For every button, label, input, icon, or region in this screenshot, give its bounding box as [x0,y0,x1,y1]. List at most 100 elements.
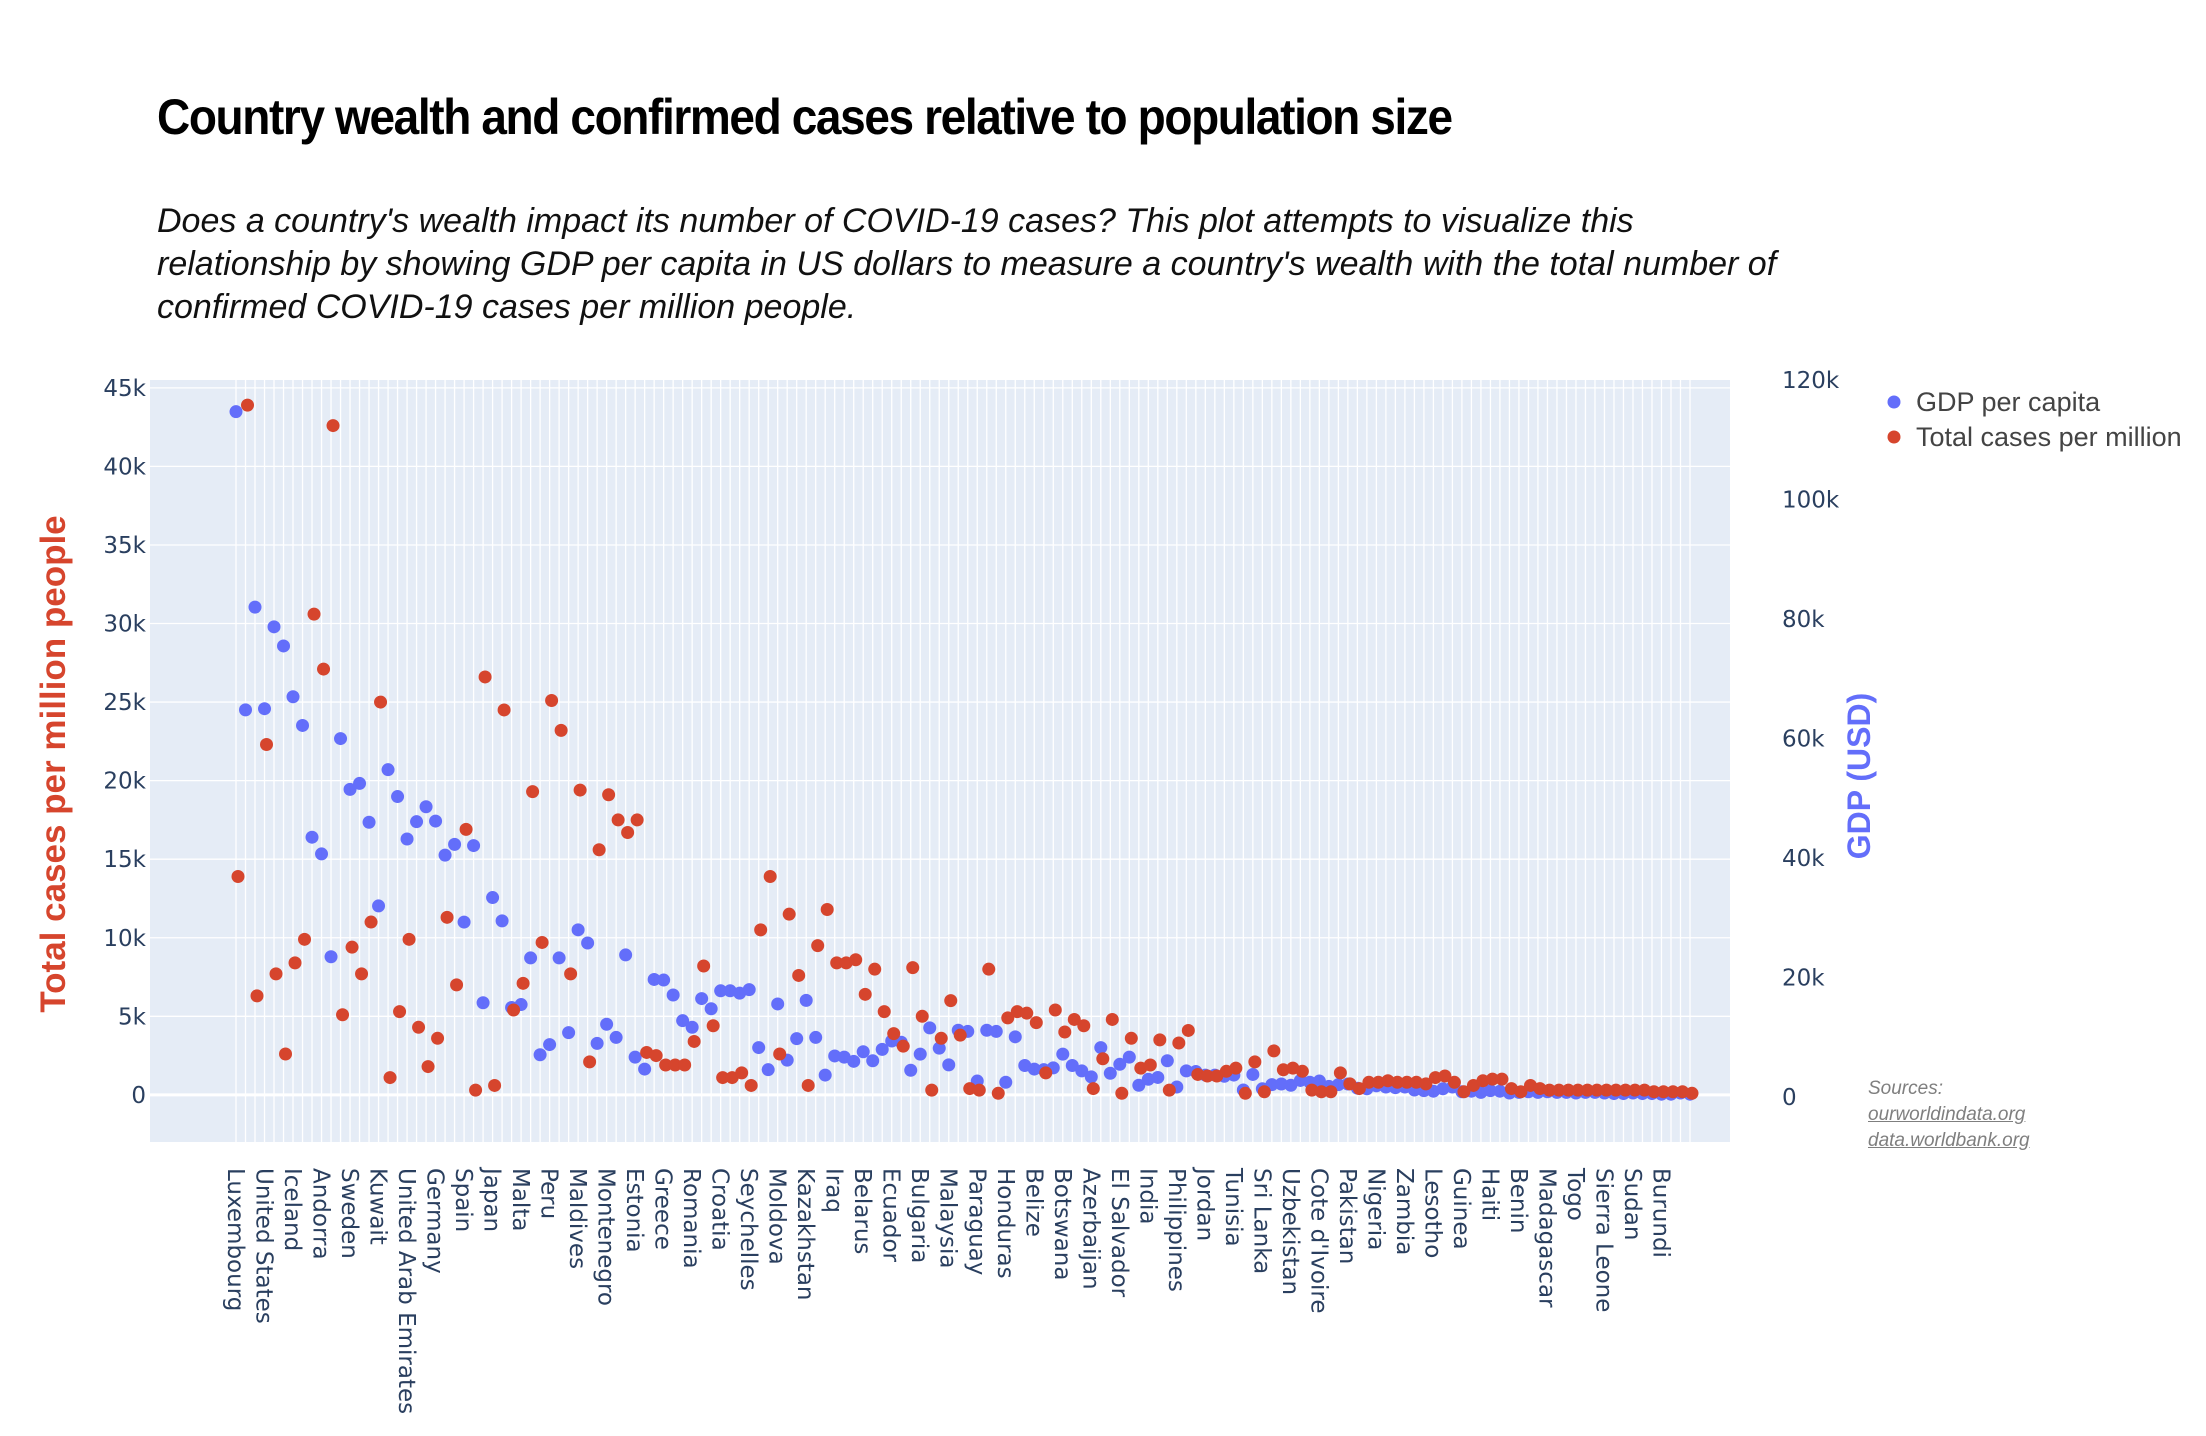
gdp-point[interactable] [761,1063,775,1077]
cases-point[interactable] [849,953,863,967]
gdp-point[interactable] [790,1032,804,1046]
cases-point[interactable] [1267,1044,1281,1058]
cases-point[interactable] [1096,1052,1110,1066]
cases-point[interactable] [1599,1083,1613,1097]
cases-point[interactable] [668,1058,682,1072]
cases-point[interactable] [697,959,711,973]
cases-point[interactable] [735,1066,749,1080]
cases-point[interactable] [1162,1083,1176,1097]
cases-point[interactable] [1419,1077,1433,1091]
cases-point[interactable] [317,662,331,676]
gdp-point[interactable] [847,1054,861,1068]
cases-point[interactable] [934,1031,948,1045]
cases-point[interactable] [1295,1064,1309,1078]
cases-point[interactable] [896,1039,910,1053]
gdp-point[interactable] [562,1026,576,1040]
cases-point[interactable] [1390,1075,1404,1089]
cases-point[interactable] [706,1019,720,1033]
cases-point[interactable] [1077,1019,1091,1033]
cases-point[interactable] [811,939,825,953]
gdp-point[interactable] [1160,1054,1174,1068]
cases-point[interactable] [858,987,872,1001]
gdp-point[interactable] [543,1038,557,1052]
cases-point[interactable] [763,869,777,883]
cases-point[interactable] [1438,1069,1452,1083]
cases-point[interactable] [1580,1083,1594,1097]
cases-point[interactable] [868,962,882,976]
cases-point[interactable] [754,923,768,937]
gdp-point[interactable] [1056,1047,1070,1061]
cases-point[interactable] [982,962,996,976]
gdp-point[interactable] [258,702,272,716]
gdp-point[interactable] [476,996,490,1010]
gdp-point[interactable] [923,1021,937,1035]
gdp-point[interactable] [1103,1066,1117,1080]
gdp-point[interactable] [391,790,405,804]
cases-point[interactable] [554,723,568,737]
gdp-point[interactable] [343,782,357,796]
gdp-point[interactable] [552,951,566,965]
cases-point[interactable] [1248,1055,1262,1069]
cases-point[interactable] [393,1005,407,1019]
gdp-point[interactable] [685,1020,699,1034]
cases-point[interactable] [1618,1083,1632,1097]
cases-point[interactable] [1048,1003,1062,1017]
gdp-point[interactable] [419,800,433,814]
cases-point[interactable] [630,813,644,827]
gdp-point[interactable] [248,600,262,614]
cases-point[interactable] [421,1060,435,1074]
gdp-point[interactable] [353,776,367,790]
cases-point[interactable] [944,994,958,1008]
cases-point[interactable] [279,1047,293,1061]
gdp-point[interactable] [400,832,414,846]
gdp-point[interactable] [1027,1062,1041,1076]
gdp-point[interactable] [799,993,813,1007]
gdp-point[interactable] [590,1036,604,1050]
cases-point[interactable] [488,1078,502,1092]
gdp-point[interactable] [619,948,633,962]
cases-point[interactable] [1115,1086,1129,1100]
cases-point[interactable] [1181,1023,1195,1037]
gdp-point[interactable] [942,1058,956,1072]
cases-point[interactable] [478,670,492,684]
gdp-point[interactable] [771,997,785,1011]
gdp-point[interactable] [1094,1041,1108,1055]
cases-point[interactable] [659,1058,673,1072]
gdp-point[interactable] [1179,1064,1193,1078]
gdp-point[interactable] [1113,1057,1127,1071]
gdp-point[interactable] [1065,1059,1079,1073]
cases-point[interactable] [1561,1083,1575,1097]
cases-point[interactable] [744,1078,758,1092]
cases-point[interactable] [801,1078,815,1092]
cases-point[interactable] [450,978,464,992]
gdp-point[interactable] [229,405,243,419]
source-link-ourworldindata[interactable]: ourworldindata.org [1868,1104,2026,1125]
source-link-worldbank[interactable]: data.worldbank.org [1868,1130,2030,1151]
cases-point[interactable] [507,1003,521,1017]
cases-point[interactable] [782,907,796,921]
gdp-point[interactable] [438,848,452,862]
cases-point[interactable] [250,989,264,1003]
gdp-point[interactable] [1274,1077,1288,1091]
cases-point[interactable] [1571,1083,1585,1097]
cases-point[interactable] [1238,1086,1252,1100]
gdp-point[interactable] [410,815,424,829]
gdp-point[interactable] [1312,1074,1326,1088]
gdp-point[interactable] [486,891,500,905]
gdp-point[interactable] [533,1048,547,1062]
cases-point[interactable] [355,967,369,981]
gdp-point[interactable] [315,847,329,861]
gdp-point[interactable] [571,923,585,937]
cases-point[interactable] [497,703,511,717]
cases-point[interactable] [1495,1072,1509,1086]
gdp-point[interactable] [448,837,462,851]
gdp-point[interactable] [657,973,671,987]
cases-point[interactable] [573,783,587,797]
cases-point[interactable] [972,1083,986,1097]
gdp-point[interactable] [904,1063,918,1077]
cases-point[interactable] [526,785,540,799]
gdp-point[interactable] [704,1002,718,1016]
gdp-point[interactable] [381,763,395,777]
cases-point[interactable] [1542,1083,1556,1097]
cases-point[interactable] [1628,1083,1642,1097]
